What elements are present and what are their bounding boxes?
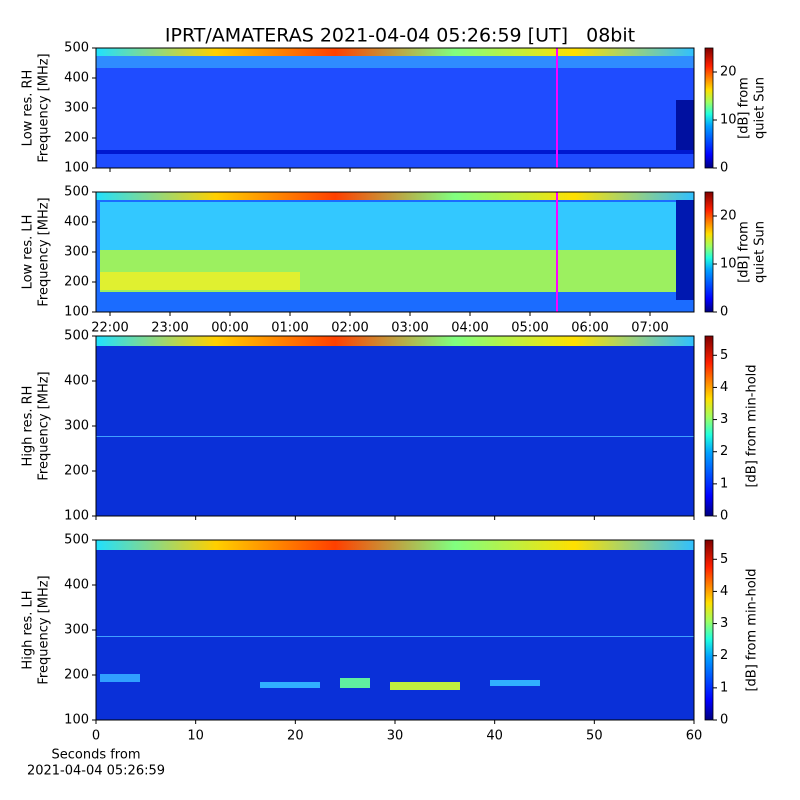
colorbar-label: quiet Sun <box>753 221 768 283</box>
colorbar-tick-label: 5 <box>720 348 728 363</box>
colorbar-tick-label: 10 <box>720 257 737 272</box>
colorbar-tick-label: 1 <box>720 476 728 491</box>
spectrogram <box>490 680 540 686</box>
spectrogram <box>100 674 140 682</box>
colorbar-tick-label: 2 <box>720 444 728 459</box>
colorbar-tick-label: 5 <box>720 552 728 567</box>
y-tick-label: 100 <box>64 161 89 176</box>
colorbar-label: quiet Sun <box>753 77 768 139</box>
x-tick-label: 20 <box>287 729 304 744</box>
spectrogram <box>676 100 694 150</box>
y-axis-label: High res. LH <box>21 590 36 669</box>
y-tick-label: 100 <box>64 509 89 524</box>
spectrogram <box>96 540 694 550</box>
y-axis-label: Low res. LH <box>21 215 36 290</box>
spectrogram <box>260 682 320 688</box>
x-tick-label: 01:00 <box>271 321 308 336</box>
spectrogram <box>96 636 694 637</box>
x-tick-label: 50 <box>586 729 603 744</box>
spectrogram <box>96 48 694 56</box>
colorbar-tick-label: 3 <box>720 616 728 631</box>
spectrogram <box>100 272 300 290</box>
colorbar-tick-label: 20 <box>720 209 737 224</box>
y-tick-label: 100 <box>64 305 89 320</box>
colorbar-label: [dB] from <box>737 77 752 139</box>
colorbar <box>704 335 714 517</box>
spectrogram <box>100 202 676 250</box>
colorbar-tick-label: 0 <box>720 305 728 320</box>
colorbar-tick-label: 2 <box>720 648 728 663</box>
colorbar-label: [dB] from min-hold <box>745 364 760 487</box>
colorbar-tick-label: 0 <box>720 509 728 524</box>
spectrogram <box>390 682 460 690</box>
y-tick-label: 200 <box>64 275 89 290</box>
spectrogram <box>96 192 694 200</box>
colorbar-tick-label: 20 <box>720 65 737 80</box>
y-axis-label: High res. RH <box>21 386 36 467</box>
x-tick-label: 06:00 <box>571 321 608 336</box>
y-tick-label: 300 <box>64 419 89 434</box>
colorbar <box>704 539 714 721</box>
y-tick-label: 400 <box>64 578 89 593</box>
y-tick-label: 500 <box>64 185 89 200</box>
y-tick-label: 400 <box>64 71 89 86</box>
colorbar-tick-label: 3 <box>720 412 728 427</box>
y-tick-label: 500 <box>64 41 89 56</box>
x-tick-label: 02:00 <box>331 321 368 336</box>
colorbar-tick-label: 10 <box>720 113 737 128</box>
y-axis-label: Frequency [MHz] <box>37 371 52 480</box>
colorbar-tick-label: 4 <box>720 584 728 599</box>
x-tick-label: 07:00 <box>631 321 668 336</box>
y-tick-label: 500 <box>64 329 89 344</box>
y-axis-label: Frequency [MHz] <box>37 575 52 684</box>
colorbar <box>704 191 714 313</box>
colorbar-tick-label: 0 <box>720 713 728 728</box>
x-tick-label: 30 <box>387 729 404 744</box>
y-axis-label: Low res. RH <box>21 70 36 147</box>
x-tick-label: 22:00 <box>91 321 128 336</box>
spectrogram <box>96 56 694 68</box>
y-tick-label: 300 <box>64 623 89 638</box>
spectrogram <box>96 436 694 437</box>
spectrogram <box>96 540 694 720</box>
chart-title: IPRT/AMATERAS 2021-04-04 05:26:59 [UT] 0… <box>165 25 635 47</box>
y-tick-label: 200 <box>64 131 89 146</box>
y-tick-label: 400 <box>64 215 89 230</box>
spectrogram-images <box>96 48 694 720</box>
x-tick-label: 0 <box>92 729 100 744</box>
x-tick-label: 04:00 <box>451 321 488 336</box>
x-tick-label: 00:00 <box>211 321 248 336</box>
colorbar-tick-label: 4 <box>720 380 728 395</box>
spectrogram <box>340 678 370 688</box>
colorbar-label: [dB] from min-hold <box>745 568 760 691</box>
y-tick-label: 400 <box>64 374 89 389</box>
spectrogram <box>96 336 694 346</box>
x-tick-label: 60 <box>686 729 703 744</box>
x-axis-label: Seconds from <box>51 748 140 763</box>
spectrogram <box>676 200 694 300</box>
y-tick-label: 200 <box>64 464 89 479</box>
x-tick-label: 03:00 <box>391 321 428 336</box>
x-tick-label: 23:00 <box>151 321 188 336</box>
spectrogram <box>96 336 694 516</box>
colorbar-label: [dB] from <box>737 221 752 283</box>
colorbar-tick-label: 0 <box>720 161 728 176</box>
colorbar <box>704 47 714 169</box>
y-axis-label: Frequency [MHz] <box>37 197 52 306</box>
x-axis-label: 2021-04-04 05:26:59 <box>27 764 165 779</box>
y-axis-label: Frequency [MHz] <box>37 53 52 162</box>
x-tick-label: 05:00 <box>511 321 548 336</box>
y-tick-label: 500 <box>64 533 89 548</box>
spectrogram <box>96 150 694 154</box>
y-tick-label: 300 <box>64 245 89 260</box>
x-tick-label: 10 <box>187 729 204 744</box>
colorbar-tick-label: 1 <box>720 680 728 695</box>
y-tick-label: 200 <box>64 668 89 683</box>
y-tick-label: 100 <box>64 713 89 728</box>
y-tick-label: 300 <box>64 101 89 116</box>
x-tick-label: 40 <box>486 729 503 744</box>
